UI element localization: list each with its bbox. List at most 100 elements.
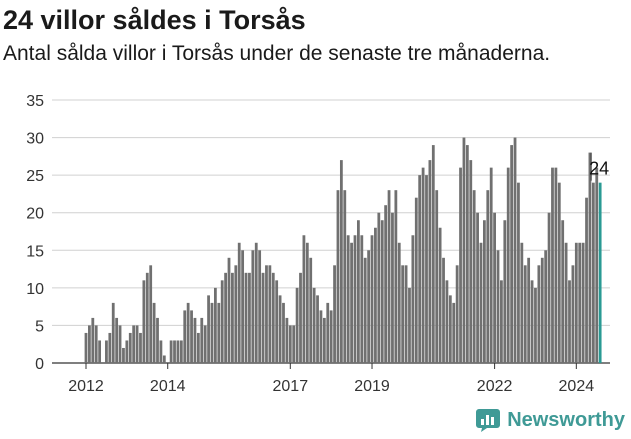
bar [241,250,245,363]
bar [271,272,275,363]
bar [489,167,493,363]
bar [84,332,88,363]
bar [397,242,401,363]
bar [374,227,377,363]
bar [442,257,445,363]
bar [363,257,367,363]
bar [288,325,292,363]
bar [265,265,268,363]
bar [139,332,142,363]
bar [568,280,571,363]
y-tick-label: 15 [26,243,44,260]
bar [149,265,153,363]
bar [557,182,561,363]
bar [227,257,231,363]
bar [237,242,241,363]
bar [500,280,503,363]
bar [520,242,524,363]
bar [275,280,279,363]
bar [360,235,364,363]
bar [370,235,374,363]
bar [571,265,575,363]
bar [156,317,159,363]
bar [551,167,554,363]
bar [248,272,251,363]
bar [435,190,439,363]
bar [285,317,289,363]
bar [431,145,435,363]
bar [336,190,340,363]
bar [445,280,449,363]
y-tick-label: 5 [35,318,44,335]
bar [282,302,285,363]
bar [278,295,282,363]
bar [479,242,483,363]
bar [476,212,479,363]
bar [387,190,391,363]
bar [585,197,588,363]
y-tick-label: 25 [26,168,44,185]
bar [142,280,146,363]
bar [190,310,193,363]
bar [411,235,415,363]
bar [173,340,176,363]
bar [574,242,578,363]
bar [357,220,360,363]
bar [333,265,336,363]
bar [482,220,486,363]
bar [254,242,258,363]
bar [530,280,534,363]
page-title: 24 villor såldes i Torsås [3,5,306,35]
bar [510,145,514,363]
bar [128,332,132,363]
bar [295,287,299,363]
bar [588,152,592,363]
bar [244,272,248,363]
bar [183,310,187,363]
bar [465,145,469,363]
bar [88,325,91,363]
bar [428,160,432,363]
bar [118,325,122,363]
bar [404,265,408,363]
bar [224,272,227,363]
bar [367,250,371,363]
bar [132,325,136,363]
bar [377,212,381,363]
bar [353,235,357,363]
bar [162,355,166,363]
bar [105,340,108,363]
bar [544,250,548,363]
bar [302,235,306,363]
bar [537,265,541,363]
x-tick-label: 2024 [559,378,595,395]
bar [517,182,520,363]
bar [496,250,500,363]
bar [319,310,323,363]
bar [135,325,139,363]
bar [207,295,210,363]
y-tick-label: 35 [26,93,44,110]
brand-logo: Newsworthy [475,407,625,433]
bar [438,227,442,363]
bar [176,340,180,363]
bar [534,287,537,363]
bar [503,220,507,363]
bar [312,287,316,363]
bar [578,242,582,363]
bar [523,265,527,363]
bar [462,137,466,363]
bar [459,167,462,363]
bar [452,302,456,363]
brand-name: Newsworthy [507,408,625,431]
bar [231,272,234,363]
bar [186,302,190,363]
bar [91,317,95,363]
bar [418,175,422,363]
bar [564,242,568,363]
bar [554,167,558,363]
bar [561,220,565,363]
bar [196,332,200,363]
bar [493,212,496,363]
bar [329,310,333,363]
